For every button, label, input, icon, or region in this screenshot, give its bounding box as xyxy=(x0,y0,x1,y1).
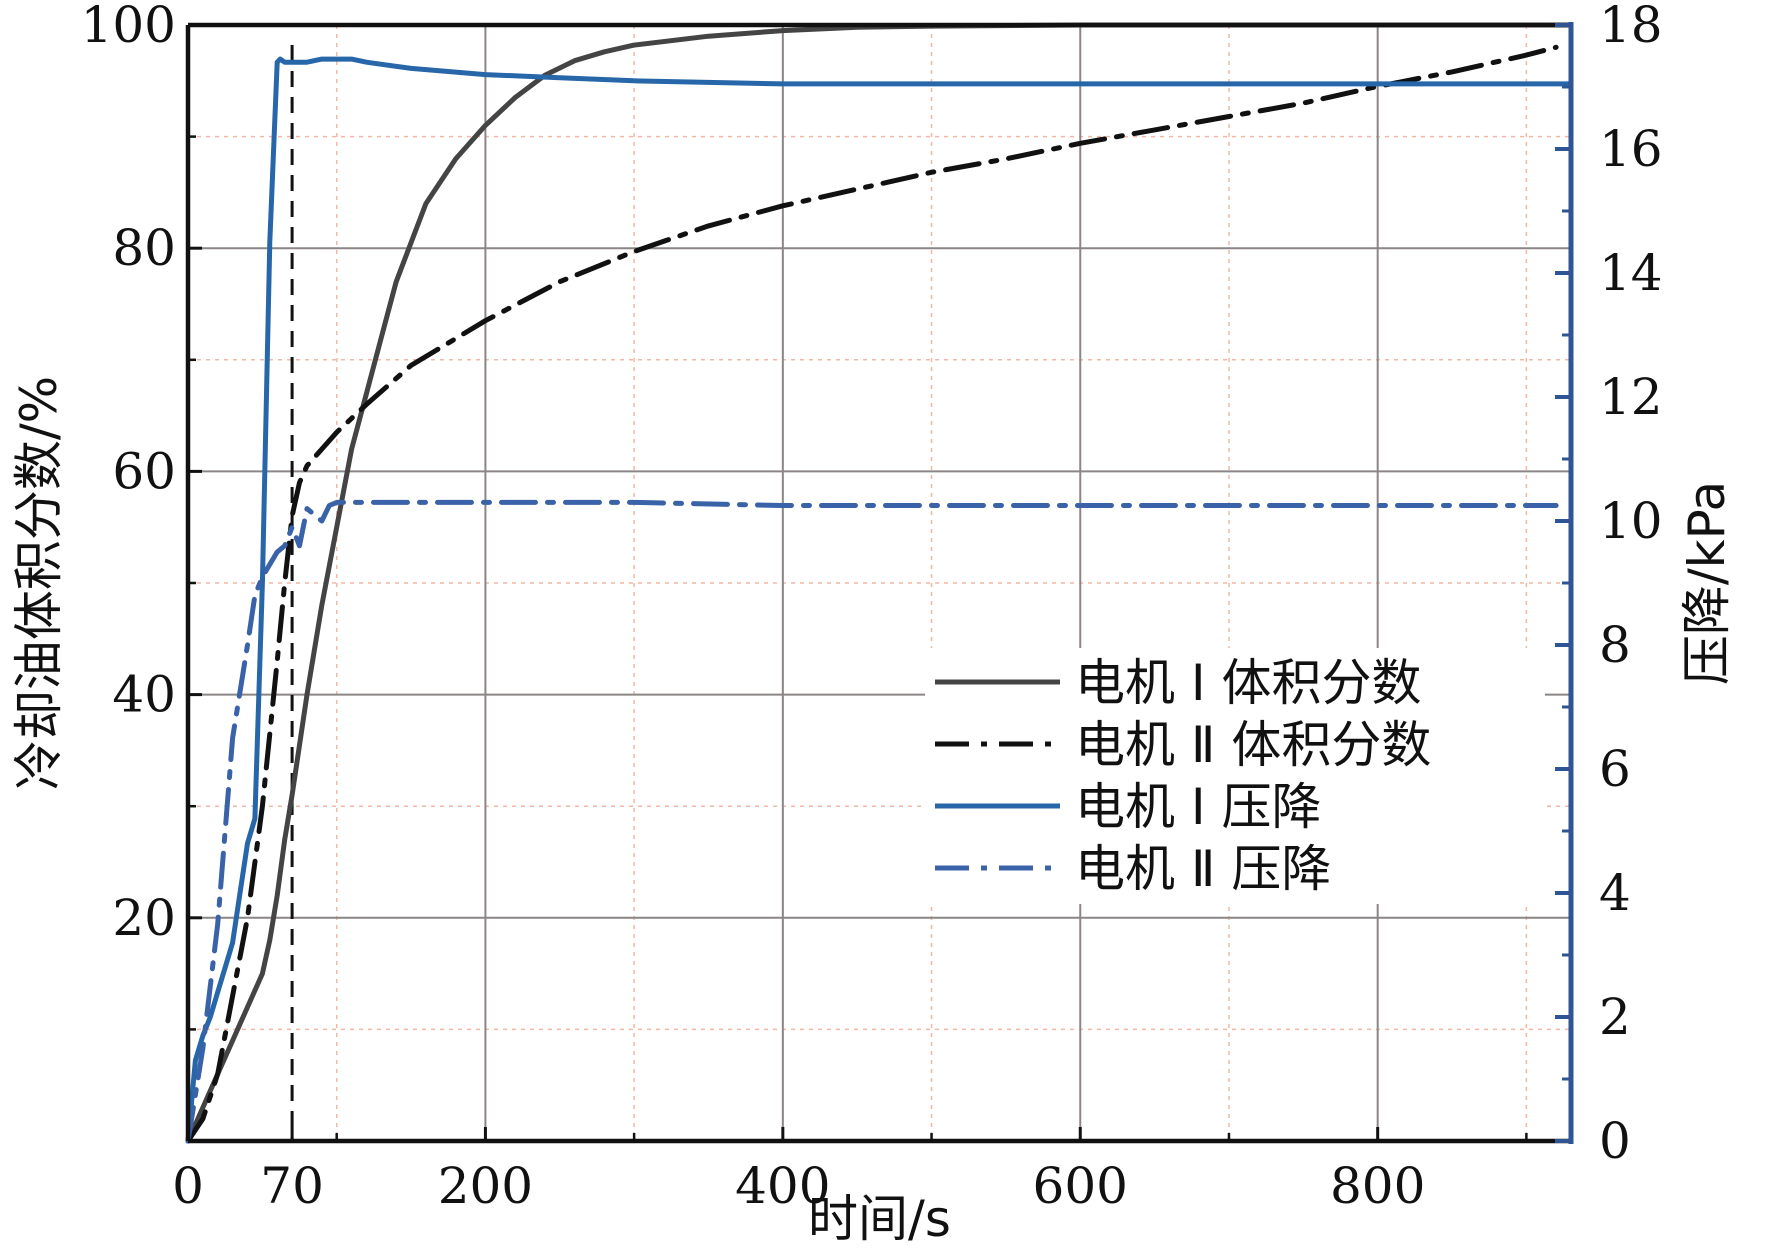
y-left-tick-label: 100 xyxy=(81,0,176,54)
series-line-1 xyxy=(185,22,1574,1144)
y-left-tick-label: 20 xyxy=(112,889,176,947)
ticks: 0 70 200 400 600 800 20 40 60 80 100 0 2 4 6 8 10 12 14 16 1… xyxy=(81,0,1663,1215)
x-tick-label: 800 xyxy=(1330,1157,1425,1215)
y-right-tick-label: 6 xyxy=(1599,740,1631,798)
x-tick-label: 70 xyxy=(260,1157,324,1215)
series-line-3 xyxy=(185,56,1574,1144)
y-right-tick-label: 18 xyxy=(1599,0,1663,54)
series-line-4 xyxy=(185,499,1559,1144)
x-tick-label: 200 xyxy=(438,1157,533,1215)
y-left-tick-label: 60 xyxy=(112,442,176,500)
series-group xyxy=(185,22,1574,1144)
y-right-tick-label: 14 xyxy=(1599,244,1663,302)
legend-label-1: 电机 Ⅰ 体积分数 xyxy=(1075,654,1422,712)
x-tick-label: 400 xyxy=(735,1157,830,1215)
y-right-tick-label: 4 xyxy=(1599,864,1631,922)
y-right-tick-label: 12 xyxy=(1599,368,1663,426)
y-right-tick-label: 8 xyxy=(1599,616,1631,674)
legend-label-3: 电机 Ⅰ 压降 xyxy=(1075,778,1322,836)
series-line-2 xyxy=(185,44,1559,1144)
y-left-tick-label: 80 xyxy=(112,219,176,277)
x-tick-label: 600 xyxy=(1033,1157,1128,1215)
x-tick-label: 0 xyxy=(172,1157,204,1215)
y-right-tick-label: 10 xyxy=(1599,492,1663,550)
legend-box xyxy=(925,648,1545,904)
grid xyxy=(188,25,1571,1141)
y-right-tick-label: 0 xyxy=(1599,1112,1631,1170)
y-right-tick-label: 16 xyxy=(1599,120,1663,178)
y-right-tick-label: 2 xyxy=(1599,988,1631,1046)
legend-label-2: 电机 Ⅱ 体积分数 xyxy=(1075,716,1431,774)
x-axis-title: 时间/s xyxy=(808,1190,951,1248)
left-y-axis-title: 冷却油体积分数/% xyxy=(10,376,68,790)
legend-label-4: 电机 Ⅱ 压降 xyxy=(1075,840,1331,898)
right-y-axis-title: 压降/kPa xyxy=(1678,481,1736,685)
y-left-tick-label: 40 xyxy=(112,666,176,724)
